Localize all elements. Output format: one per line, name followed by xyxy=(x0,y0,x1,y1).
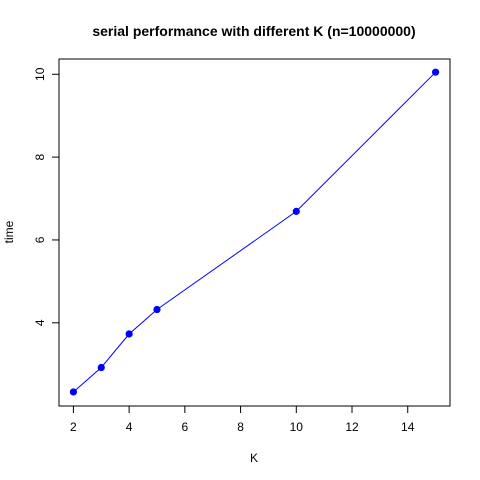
y-axis: 4 6 8 10 xyxy=(33,67,60,326)
data-point xyxy=(432,68,440,76)
data-point xyxy=(69,388,77,396)
y-tick-label: 8 xyxy=(33,153,47,160)
y-tick-label: 10 xyxy=(33,67,47,81)
data-point xyxy=(292,207,300,215)
data-point xyxy=(125,330,133,338)
x-tick-label: 6 xyxy=(182,420,189,434)
x-tick-label: 12 xyxy=(345,420,359,434)
y-axis-label: time xyxy=(2,220,16,243)
x-tick-label: 2 xyxy=(70,420,77,434)
y-tick-label: 4 xyxy=(33,319,47,326)
x-axis-label: K xyxy=(250,451,258,465)
y-tick-label: 6 xyxy=(33,236,47,243)
x-tick-label: 8 xyxy=(237,420,244,434)
series-line xyxy=(73,71,436,393)
data-point xyxy=(153,305,161,314)
x-axis: 2 4 6 8 10 12 14 xyxy=(70,405,415,434)
series-layer xyxy=(69,68,440,396)
x-tick-label: 10 xyxy=(290,420,304,434)
chart-title: serial performance with different K (n=1… xyxy=(92,23,415,39)
x-tick-label: 4 xyxy=(126,420,133,434)
data-point xyxy=(97,363,105,372)
x-tick-label: 14 xyxy=(401,420,415,434)
